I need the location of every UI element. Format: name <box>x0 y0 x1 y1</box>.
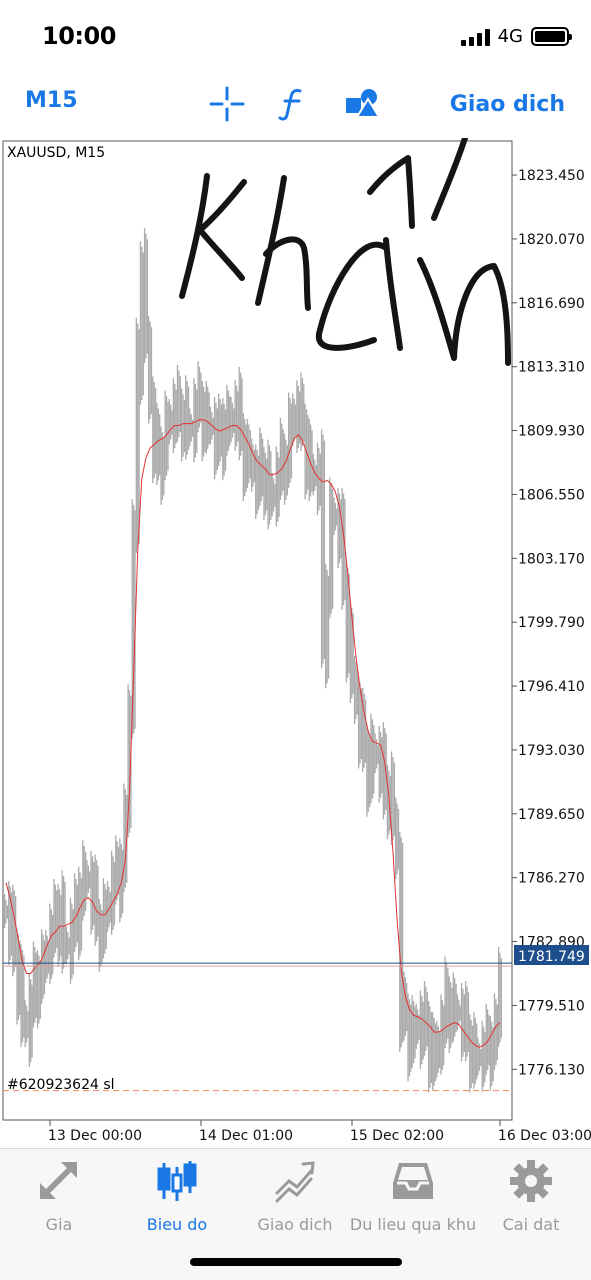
tab-label: Bieu do <box>146 1215 208 1234</box>
price-axis-label: 1809.930 <box>518 424 585 440</box>
time-axis-label: 13 Dec 00:00 <box>48 1128 142 1144</box>
home-indicator <box>190 1258 402 1266</box>
crosshair-icon[interactable] <box>209 86 245 122</box>
price-axis-label: 1813.310 <box>518 360 585 376</box>
moving-average-line <box>5 419 501 1048</box>
time-axis-label: 16 Dec 03:00 <box>498 1128 591 1144</box>
time-axis: 13 Dec 00:00 14 Dec 01:00 15 Dec 02:00 16 D… <box>48 1120 591 1144</box>
network-type: 4G <box>497 26 523 47</box>
tab-settings[interactable]: Cai dat <box>466 1159 591 1239</box>
tab-trade[interactable]: Giao dich <box>230 1159 360 1239</box>
price-chart[interactable]: 1823.450 1820.070 1816.690 1813.310 1809.930… <box>0 138 591 1148</box>
price-axis-label: 1816.690 <box>518 296 585 312</box>
status-time: 10:00 <box>42 22 116 50</box>
price-axis-label: 1806.550 <box>518 487 585 503</box>
price-axis: 1823.450 1820.070 1816.690 1813.310 1809.930… <box>512 168 585 1078</box>
time-axis-label: 15 Dec 02:00 <box>350 1128 444 1144</box>
price-axis-label: 1779.510 <box>518 998 585 1014</box>
cellular-signal-icon <box>460 28 490 46</box>
price-axis-label: 1820.070 <box>518 232 585 248</box>
status-indicators: 4G <box>460 26 572 47</box>
trade-button[interactable]: Giao dich <box>449 92 565 117</box>
price-axis-label: 1799.790 <box>518 615 585 631</box>
tab-quotes[interactable]: Gia <box>0 1159 124 1239</box>
function-icon[interactable] <box>275 86 311 122</box>
price-axis-label: 1776.130 <box>518 1062 585 1078</box>
price-axis-label: 1793.030 <box>518 743 585 759</box>
inbox-tray-icon <box>393 1163 433 1199</box>
price-bars <box>3 227 503 1093</box>
timeframe-button[interactable]: M15 <box>25 88 78 113</box>
current-price-tag: 1781.749 <box>514 945 589 965</box>
chart-canvas[interactable]: 1823.450 1820.070 1816.690 1813.310 1809.930… <box>0 138 591 1148</box>
quotes-arrows-icon <box>40 1162 77 1199</box>
status-bar: 10:00 4G <box>0 0 591 72</box>
battery-icon <box>531 27 572 46</box>
price-axis-label: 1789.650 <box>518 807 585 823</box>
tab-history[interactable]: Du lieu qua khu <box>348 1159 478 1239</box>
order-label: #620923624 sl <box>7 1077 115 1093</box>
price-axis-label: 1786.270 <box>518 871 585 887</box>
current-price-text: 1781.749 <box>518 949 585 965</box>
trend-chart-icon <box>275 1161 315 1203</box>
price-axis-label: 1803.170 <box>518 551 585 567</box>
tab-chart[interactable]: Bieu do <box>112 1159 242 1239</box>
handwritten-annotation <box>179 138 511 366</box>
tab-label: Cai dat <box>502 1215 560 1234</box>
chart-toolbar: M15 Giao dich <box>0 72 591 136</box>
candlestick-icon <box>157 1161 197 1201</box>
symbol-label: XAUUSD, M15 <box>7 145 106 161</box>
shapes-icon[interactable] <box>344 86 382 122</box>
tab-label: Giao dich <box>257 1215 333 1234</box>
time-axis-label: 14 Dec 01:00 <box>199 1128 293 1144</box>
tab-label: Du lieu qua khu <box>349 1215 477 1234</box>
price-axis-label: 1823.450 <box>518 168 585 184</box>
gear-icon <box>510 1160 552 1202</box>
tab-label: Gia <box>45 1215 73 1234</box>
price-axis-label: 1796.410 <box>518 679 585 695</box>
